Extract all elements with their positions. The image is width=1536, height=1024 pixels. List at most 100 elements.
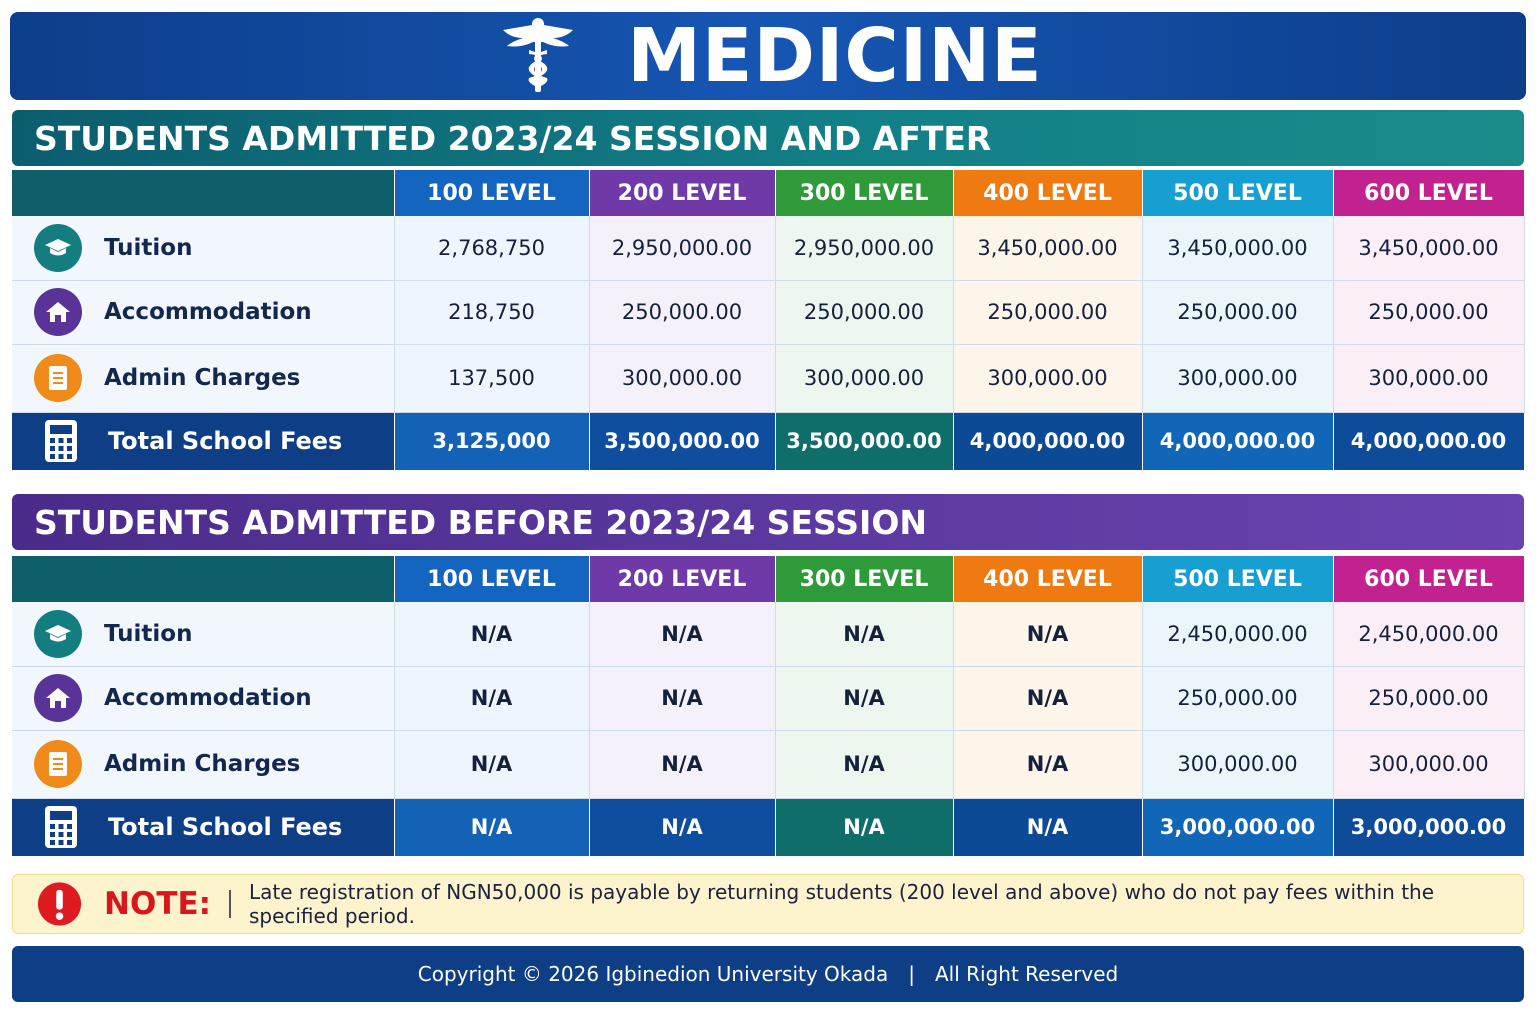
row-label-cell: Total School Fees xyxy=(12,412,395,470)
footer: Copyright © 2026 Igbinedion University O… xyxy=(12,946,1524,1002)
document-icon xyxy=(34,740,82,788)
total-cell: N/A xyxy=(394,798,590,856)
level-header-300: 300 LEVEL xyxy=(775,170,954,216)
table-cell: 300,000.00 xyxy=(775,344,954,413)
level-header-300: 300 LEVEL xyxy=(775,556,954,602)
level-header-100: 100 LEVEL xyxy=(394,170,590,216)
table-cell: N/A xyxy=(953,730,1143,799)
table-row-admin: Admin Charges N/A N/A N/A N/A 300,000.00… xyxy=(12,730,1525,799)
page-title: MEDICINE xyxy=(627,13,1043,99)
header-blank xyxy=(12,170,395,216)
level-header-500: 500 LEVEL xyxy=(1142,556,1334,602)
document-icon xyxy=(34,354,82,402)
table-cell: 300,000.00 xyxy=(1333,344,1525,413)
note-divider xyxy=(229,890,231,918)
table-cell: 250,000.00 xyxy=(775,280,954,345)
page-header: MEDICINE xyxy=(10,12,1526,100)
level-header-200: 200 LEVEL xyxy=(589,556,776,602)
total-cell: 3,500,000.00 xyxy=(589,412,776,470)
house-icon xyxy=(34,288,82,336)
table-cell: 2,768,750 xyxy=(394,216,590,281)
table-row-admin: Admin Charges 137,500 300,000.00 300,000… xyxy=(12,344,1525,413)
table-cell: 300,000.00 xyxy=(1333,730,1525,799)
note-box: NOTE: Late registration of NGN50,000 is … xyxy=(12,874,1524,934)
table-cell: 250,000.00 xyxy=(1333,280,1525,345)
row-label-admin: Admin Charges xyxy=(104,365,301,391)
table-cell: N/A xyxy=(589,730,776,799)
total-cell: 3,125,000 xyxy=(394,412,590,470)
table-cell: N/A xyxy=(775,666,954,731)
row-label-cell: Tuition xyxy=(12,216,395,281)
total-cell: 3,000,000.00 xyxy=(1333,798,1525,856)
table-cell: N/A xyxy=(775,730,954,799)
level-header-100: 100 LEVEL xyxy=(394,556,590,602)
row-label-cell: Tuition xyxy=(12,602,395,667)
row-label-accommodation: Accommodation xyxy=(104,299,312,325)
caduceus-icon xyxy=(503,18,574,92)
table-cell: N/A xyxy=(394,602,590,667)
total-cell: 3,500,000.00 xyxy=(775,412,954,470)
table-cell: N/A xyxy=(589,666,776,731)
table-cell: 250,000.00 xyxy=(1142,666,1334,731)
table-cell: 2,450,000.00 xyxy=(1333,602,1525,667)
exclamation-icon xyxy=(37,882,82,926)
table-cell: 2,450,000.00 xyxy=(1142,602,1334,667)
table-cell: 3,450,000.00 xyxy=(953,216,1143,281)
note-text: Late registration of NGN50,000 is payabl… xyxy=(248,880,1435,928)
total-cell: N/A xyxy=(775,798,954,856)
table-cell: 250,000.00 xyxy=(1333,666,1525,731)
table-cell: 300,000.00 xyxy=(1142,730,1334,799)
row-label-cell: Total School Fees xyxy=(12,798,395,856)
level-header-400: 400 LEVEL xyxy=(953,170,1143,216)
table-cell: 3,450,000.00 xyxy=(1142,216,1334,281)
total-cell: N/A xyxy=(953,798,1143,856)
fees-table-before: 100 LEVEL 200 LEVEL 300 LEVEL 400 LEVEL … xyxy=(12,556,1525,856)
row-label-cell: Accommodation xyxy=(12,666,395,731)
table-cell: N/A xyxy=(953,666,1143,731)
fees-table-after: 100 LEVEL 200 LEVEL 300 LEVEL 400 LEVEL … xyxy=(12,170,1525,470)
row-label-total: Total School Fees xyxy=(108,427,343,456)
table-cell: N/A xyxy=(589,602,776,667)
table-row-total: Total School Fees N/A N/A N/A N/A 3,000,… xyxy=(12,798,1525,856)
total-cell: 4,000,000.00 xyxy=(953,412,1143,470)
footer-rights: All Right Reserved xyxy=(934,962,1119,986)
calculator-icon xyxy=(45,806,77,849)
level-header-200: 200 LEVEL xyxy=(589,170,776,216)
total-cell: 4,000,000.00 xyxy=(1142,412,1334,470)
table-header-row: 100 LEVEL 200 LEVEL 300 LEVEL 400 LEVEL … xyxy=(12,170,1525,216)
table-cell: 137,500 xyxy=(394,344,590,413)
table-cell: 250,000.00 xyxy=(1142,280,1334,345)
table-cell: N/A xyxy=(394,730,590,799)
footer-copyright: Copyright © 2026 Igbinedion University O… xyxy=(417,962,889,986)
footer-separator: | xyxy=(908,962,915,986)
level-header-500: 500 LEVEL xyxy=(1142,170,1334,216)
table-cell: 300,000.00 xyxy=(589,344,776,413)
row-label-cell: Admin Charges xyxy=(12,344,395,413)
graduation-cap-icon xyxy=(34,223,82,272)
table-cell: 250,000.00 xyxy=(589,280,776,345)
row-label-tuition: Tuition xyxy=(104,620,193,647)
table-row-accommodation: Accommodation 218,750 250,000.00 250,000… xyxy=(12,280,1525,345)
table-cell: 300,000.00 xyxy=(953,344,1143,413)
section-header-before: STUDENTS ADMITTED BEFORE 2023/24 SESSION xyxy=(12,494,1524,550)
table-cell: 3,450,000.00 xyxy=(1333,216,1525,281)
table-row-accommodation: Accommodation N/A N/A N/A N/A 250,000.00… xyxy=(12,666,1525,731)
level-header-600: 600 LEVEL xyxy=(1333,170,1525,216)
level-header-600: 600 LEVEL xyxy=(1333,556,1525,602)
house-icon xyxy=(34,674,82,722)
graduation-cap-icon xyxy=(34,609,82,658)
row-label-cell: Admin Charges xyxy=(12,730,395,799)
total-cell: 3,000,000.00 xyxy=(1142,798,1334,856)
row-label-accommodation: Accommodation xyxy=(104,685,312,711)
table-cell: 2,950,000.00 xyxy=(775,216,954,281)
table-cell: N/A xyxy=(394,666,590,731)
table-cell: N/A xyxy=(775,602,954,667)
row-label-tuition: Tuition xyxy=(104,234,193,261)
note-label: NOTE: xyxy=(104,886,212,922)
table-cell: 2,950,000.00 xyxy=(589,216,776,281)
table-cell: 218,750 xyxy=(394,280,590,345)
table-header-row: 100 LEVEL 200 LEVEL 300 LEVEL 400 LEVEL … xyxy=(12,556,1525,602)
total-cell: 4,000,000.00 xyxy=(1333,412,1525,470)
table-cell: 300,000.00 xyxy=(1142,344,1334,413)
row-label-total: Total School Fees xyxy=(108,813,343,842)
